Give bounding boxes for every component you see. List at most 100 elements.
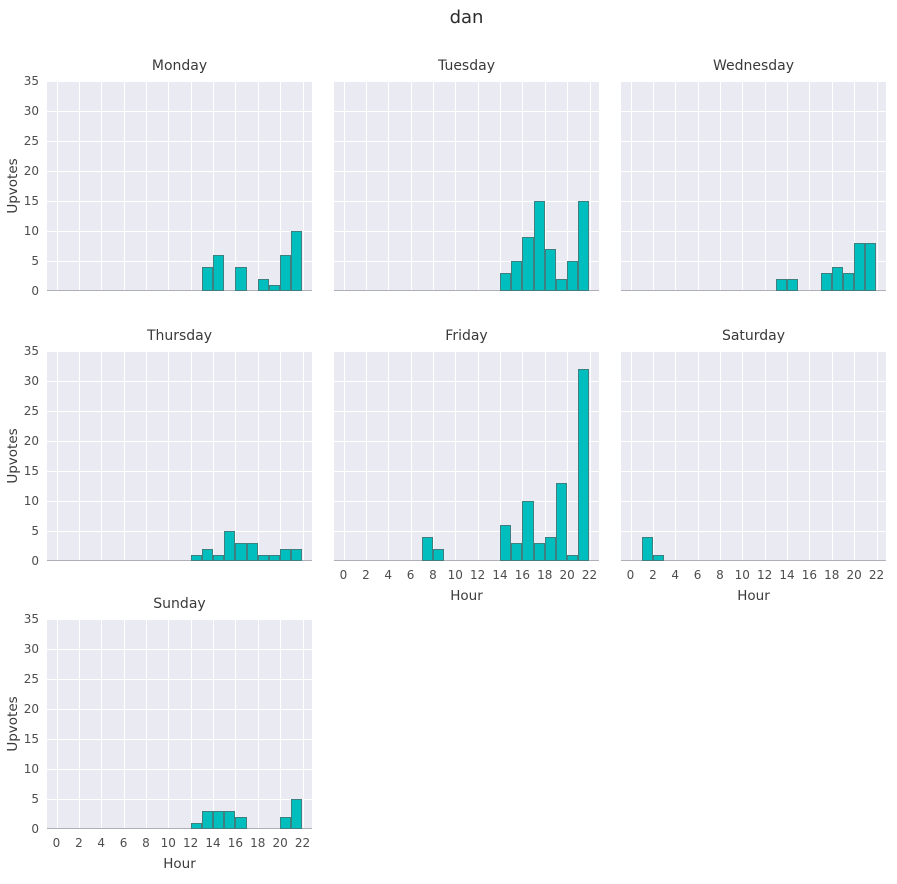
facet-thursday: Thursday 0 5 10 15 20 25 30 35 Upvotes [5, 328, 312, 568]
gridline-vertical [78, 81, 80, 291]
bar-hour-20 [280, 549, 292, 561]
y-tick-label: 0 [31, 822, 39, 836]
y-tick-label: 20 [23, 164, 39, 178]
gridline-vertical [630, 81, 632, 291]
gridline-vertical [455, 351, 457, 561]
gridline-horizontal [621, 171, 886, 172]
bar-hour-20 [567, 261, 579, 291]
gridline-vertical [365, 351, 367, 561]
gridline-vertical [589, 81, 591, 291]
bar-hour-20 [280, 255, 292, 291]
gridline-vertical [809, 351, 811, 561]
gridline-vertical [675, 351, 677, 561]
gridline-horizontal [47, 679, 312, 680]
y-tick-label: 35 [23, 612, 39, 626]
gridline-vertical [854, 81, 856, 291]
gridline-vertical [477, 351, 479, 561]
y-tick-label: 25 [23, 404, 39, 418]
gridline-vertical [522, 81, 524, 291]
x-tick-label: 8 [716, 568, 724, 582]
bar-hour-17 [533, 543, 545, 561]
gridline-horizontal [47, 81, 312, 82]
gridline-horizontal [621, 81, 886, 82]
x-axis-label: Hour [450, 588, 483, 604]
bar-hour-18 [257, 279, 269, 291]
bar-hour-16 [235, 817, 247, 829]
gridline-vertical [78, 351, 80, 561]
gridline-vertical [280, 619, 282, 829]
gridline-horizontal [334, 471, 599, 472]
gridline-vertical [343, 351, 345, 561]
gridline-vertical [343, 81, 345, 291]
gridline-vertical [697, 351, 699, 561]
gridline-horizontal [334, 501, 599, 502]
bar-hour-19 [843, 273, 855, 291]
bar-hour-2 [652, 555, 665, 561]
gridline-vertical [56, 351, 58, 561]
gridline-vertical [455, 81, 457, 291]
facet-title: Saturday [721, 328, 786, 344]
bar-hour-12 [190, 555, 202, 561]
gridline-vertical [123, 619, 125, 829]
gridline-vertical [213, 351, 214, 561]
facet-tuesday: Tuesday [334, 58, 599, 291]
gridline-vertical [168, 619, 170, 829]
gridline-horizontal [334, 171, 599, 172]
x-tick-label: 8 [429, 568, 437, 582]
x-tick-label: 0 [339, 568, 348, 582]
gridline-horizontal [621, 261, 886, 262]
x-tick-label: 10 [447, 568, 463, 582]
bar-hour-13 [201, 811, 214, 829]
bar-hour-21 [865, 243, 877, 291]
x-tick-label: 6 [406, 568, 415, 582]
y-tick-label: 0 [31, 554, 39, 568]
x-tick-label: 16 [801, 568, 818, 582]
y-tick-label: 20 [23, 702, 39, 716]
gridline-horizontal [334, 381, 599, 382]
gridline-vertical [876, 81, 878, 291]
bar-hour-13 [201, 549, 214, 561]
bar-hour-18 [831, 267, 843, 291]
x-axis-label: Hour [163, 856, 196, 872]
gridline-horizontal [621, 231, 886, 232]
gridline-horizontal [334, 531, 599, 532]
gridline-vertical [257, 351, 259, 561]
facet-wednesday: Wednesday [621, 58, 886, 291]
gridline-horizontal [47, 201, 312, 202]
gridline-vertical [78, 619, 80, 829]
gridline-horizontal [47, 769, 312, 770]
facet-monday: Monday 0 5 10 15 20 25 30 35 Upvotes [5, 58, 312, 298]
gridline-vertical [101, 351, 103, 561]
x-tick-label: 20 [846, 568, 862, 582]
x-tick-label: 22 [581, 568, 598, 582]
gridline-vertical [235, 619, 237, 829]
gridline-vertical [123, 351, 125, 561]
x-tick-label: 10 [734, 568, 750, 582]
gridline-horizontal [47, 111, 312, 112]
gridline-vertical [675, 81, 677, 291]
gridline-horizontal [334, 111, 599, 112]
axis-baseline [47, 290, 312, 291]
bar-hour-19 [556, 483, 568, 561]
gridline-vertical [56, 81, 58, 291]
y-tick-label: 25 [23, 134, 39, 148]
y-tick-label: 15 [23, 732, 39, 746]
gridline-vertical [410, 351, 412, 561]
bar-hour-14 [500, 273, 512, 291]
x-tick-label: 16 [514, 568, 531, 582]
axis-baseline [47, 560, 312, 561]
gridline-vertical [388, 81, 390, 291]
bar-hour-14 [213, 555, 225, 561]
gridline-vertical [433, 81, 434, 291]
gridline-horizontal [334, 231, 599, 232]
y-tick-label: 35 [23, 74, 39, 88]
plot-area-friday [334, 351, 599, 561]
x-tick-label: 0 [52, 836, 61, 850]
facet-sunday: Sunday 0 5 10 15 20 25 30 35 Upvotes 0 2 4 6 8 10 12 14 16… [5, 596, 312, 872]
axis-baseline [621, 290, 886, 291]
y-tick-label: 5 [31, 524, 39, 538]
gridline-vertical [190, 81, 192, 291]
gridline-vertical [500, 351, 501, 561]
bar-hour-19 [269, 285, 281, 291]
